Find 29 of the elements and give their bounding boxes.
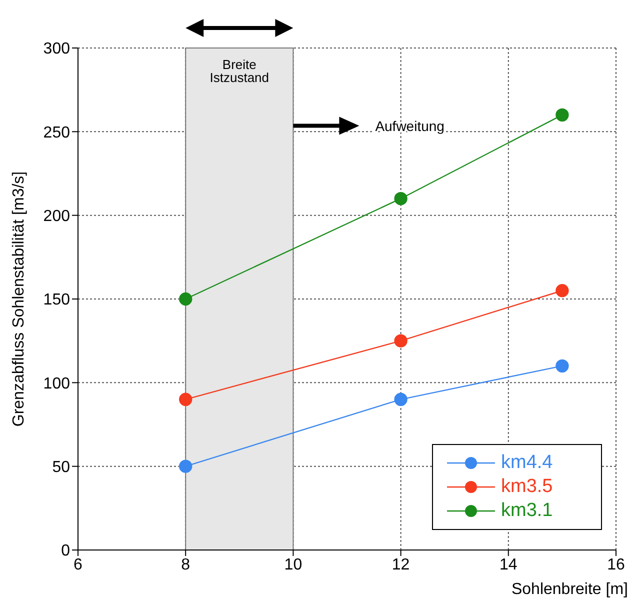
y-tick-label: 50 bbox=[52, 459, 70, 476]
legend-label: km3.1 bbox=[501, 500, 553, 522]
point bbox=[556, 284, 569, 298]
y-tick-label: 200 bbox=[43, 208, 70, 226]
x-tick-label: 6 bbox=[74, 556, 83, 574]
y-tick-label: 250 bbox=[43, 124, 70, 142]
y-axis-title: Grenzabfluss Sohlenstabilität [m3/s] bbox=[10, 171, 28, 427]
y-tick-label: 0 bbox=[61, 542, 70, 560]
point bbox=[179, 460, 192, 473]
x-tick-label: 8 bbox=[181, 556, 190, 574]
x-tick-label: 10 bbox=[284, 556, 302, 574]
y-tick-label: 300 bbox=[43, 40, 70, 58]
legend-label: km4.4 bbox=[501, 452, 553, 474]
point bbox=[394, 334, 408, 348]
point bbox=[179, 392, 192, 406]
y-tick-label: 150 bbox=[43, 292, 70, 309]
x-tick-label: 16 bbox=[607, 556, 625, 574]
y-tick-label: 100 bbox=[43, 375, 70, 392]
x-tick-label: 14 bbox=[500, 556, 518, 574]
point bbox=[394, 192, 408, 206]
legend-label: km3.5 bbox=[501, 476, 553, 498]
point bbox=[556, 108, 569, 122]
x-axis-title: Sohlenbreite [m] bbox=[511, 581, 628, 598]
point bbox=[556, 359, 569, 373]
annotation: Aufweitung bbox=[375, 118, 444, 134]
point bbox=[394, 392, 408, 406]
x-tick-label: 12 bbox=[392, 556, 410, 574]
point bbox=[179, 292, 192, 306]
band-label: Breite Istzustand bbox=[210, 57, 270, 86]
